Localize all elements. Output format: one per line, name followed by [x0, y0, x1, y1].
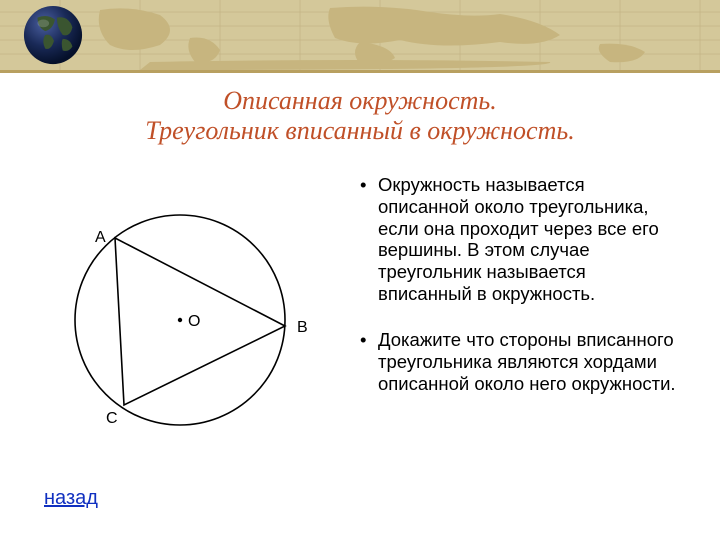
- title-line-2: Треугольник вписанный в окружность.: [10, 116, 710, 146]
- text-column: • Окружность называется описанной около …: [360, 170, 720, 450]
- svg-text:B: B: [297, 319, 308, 336]
- globe-icon: [22, 4, 84, 66]
- header-divider: [0, 70, 720, 73]
- figure-column: O A B C: [0, 170, 360, 450]
- bullet-item: • Докажите что стороны вписанного треуго…: [360, 329, 680, 394]
- svg-text:C: C: [106, 410, 118, 427]
- back-link[interactable]: назад: [44, 487, 98, 510]
- bullet-text: Докажите что стороны вписанного треуголь…: [378, 329, 680, 394]
- header-band: [0, 0, 720, 70]
- slide-title: Описанная окружность. Треугольник вписан…: [10, 86, 710, 146]
- bullet-text: Окружность называется описанной около тр…: [378, 174, 680, 305]
- world-map-pattern: [0, 0, 720, 70]
- inscribed-triangle-diagram: O A B C: [30, 190, 330, 450]
- content-row: O A B C • Окружность называется описанной о…: [0, 170, 720, 450]
- title-line-1: Описанная окружность.: [10, 86, 710, 116]
- bullet-item: • Окружность называется описанной около …: [360, 174, 680, 305]
- bullet-marker: •: [360, 174, 378, 305]
- bullet-marker: •: [360, 329, 378, 394]
- svg-text:A: A: [95, 229, 106, 246]
- svg-text:O: O: [188, 313, 200, 330]
